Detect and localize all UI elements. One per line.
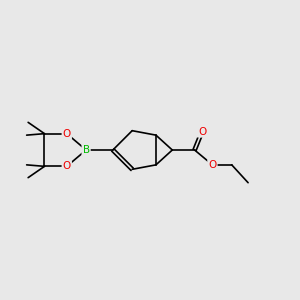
Text: O: O <box>198 127 206 136</box>
Text: O: O <box>208 160 217 170</box>
Text: B: B <box>82 145 90 155</box>
Text: O: O <box>63 161 71 171</box>
Text: O: O <box>63 129 71 139</box>
